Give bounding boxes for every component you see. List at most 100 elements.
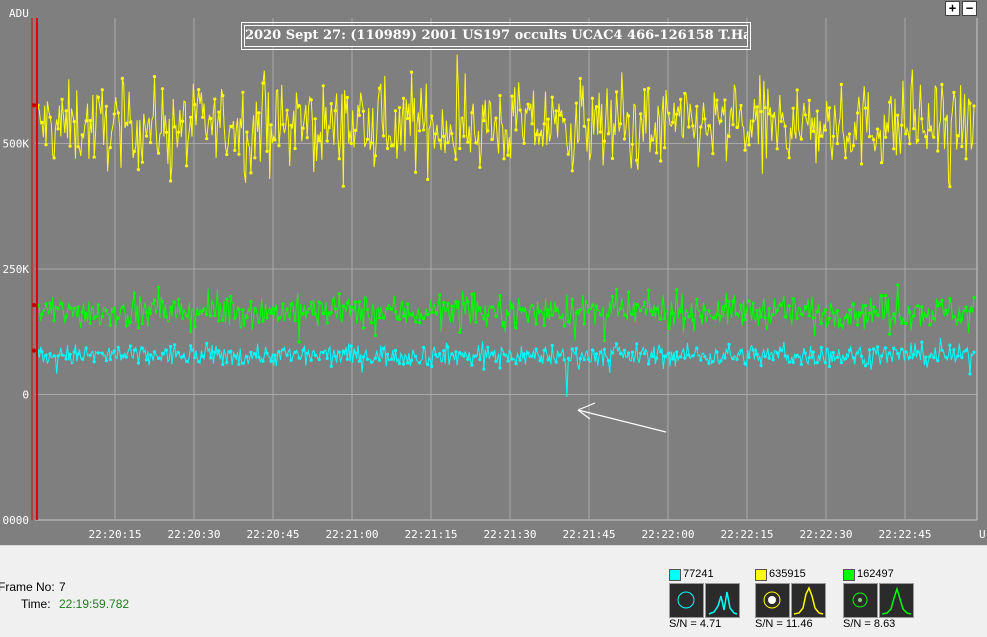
series-layer [32,54,976,398]
x-tick-label: 22:21:45 [563,528,616,541]
data-point [791,360,795,364]
data-point [659,350,663,354]
data-point [948,185,952,189]
data-point [100,315,104,319]
data-point [426,362,430,367]
circle-aperture-icon[interactable] [669,583,704,618]
target-77241[interactable]: 77241 S/N = 4.71 [669,568,741,636]
data-point [313,353,317,357]
data-point [775,147,779,151]
data-point [181,316,185,320]
x-tick-label: 22:21:00 [326,528,379,541]
data-point [381,316,386,320]
data-point [213,97,217,101]
star-aperture-icon[interactable] [755,583,790,618]
data-point [819,321,823,325]
data-point [510,357,514,361]
data-point [434,353,438,357]
data-point [574,346,578,350]
snr-value: 11.46 [785,618,813,630]
data-point [546,308,550,312]
data-point [602,338,607,343]
data-point [486,345,490,349]
data-point [711,152,715,156]
data-point [598,130,603,134]
data-point [687,353,691,357]
data-point [64,109,68,113]
data-point [924,135,928,139]
data-point [972,350,976,354]
data-point [40,312,44,317]
data-point [534,132,538,137]
lightcurve-plot[interactable]: 500K 250K 0 0000 ADU 22:20:15 22:20:30 22:20:45… [0,0,987,545]
start-marker [32,348,36,353]
data-point [76,305,80,309]
data-point [152,298,157,302]
data-point [679,310,683,314]
data-point [434,132,438,136]
data-point [128,320,132,324]
data-point [586,310,591,314]
data-point [964,348,968,352]
data-point [960,144,964,149]
data-point [365,357,369,361]
data-point [892,312,896,316]
data-point [932,135,936,139]
data-point [430,114,434,118]
data-point [743,148,747,152]
data-point [952,90,956,95]
data-point [237,362,241,366]
data-point [281,302,285,306]
data-point [876,127,880,131]
data-point [888,332,892,336]
data-point [474,320,478,324]
data-point [940,348,944,352]
data-point [550,95,554,99]
data-point [442,134,446,138]
data-point [442,301,446,305]
target-635915[interactable]: 635915 S/N = 11.46 [755,568,827,636]
data-point [301,126,305,130]
data-point [361,109,365,113]
data-point [285,353,289,357]
data-point [406,361,410,365]
data-point [253,156,257,160]
target-id: 77241 [683,568,714,580]
data-point [185,359,189,363]
data-point [44,302,48,306]
data-point [707,309,711,313]
data-point [715,312,719,316]
data-point [683,317,687,321]
zoom-in-button[interactable]: + [945,1,960,16]
data-point [156,285,161,289]
data-point [606,359,611,363]
data-point [514,128,518,132]
data-point [643,300,647,304]
data-point [530,354,534,358]
data-point [679,355,683,359]
data-point [667,351,671,355]
series-line-162497 [37,284,975,343]
data-point [614,342,619,346]
data-point [478,357,482,362]
data-point [803,113,807,117]
data-point [446,345,450,349]
data-point [466,140,470,144]
circle-aperture-icon[interactable] [843,583,878,618]
data-point [100,88,104,92]
data-point [908,355,912,360]
data-point [695,104,699,108]
data-point [944,117,948,121]
data-point [598,313,603,317]
data-point [924,314,928,318]
zoom-out-button[interactable]: − [962,1,977,16]
target-162497[interactable]: 162497 S/N = 8.63 [843,568,915,636]
data-point [72,306,76,310]
data-point [164,130,169,134]
data-point [651,313,655,317]
data-point [229,124,233,128]
data-point [112,349,116,353]
data-point [719,314,723,318]
data-point [622,137,627,141]
